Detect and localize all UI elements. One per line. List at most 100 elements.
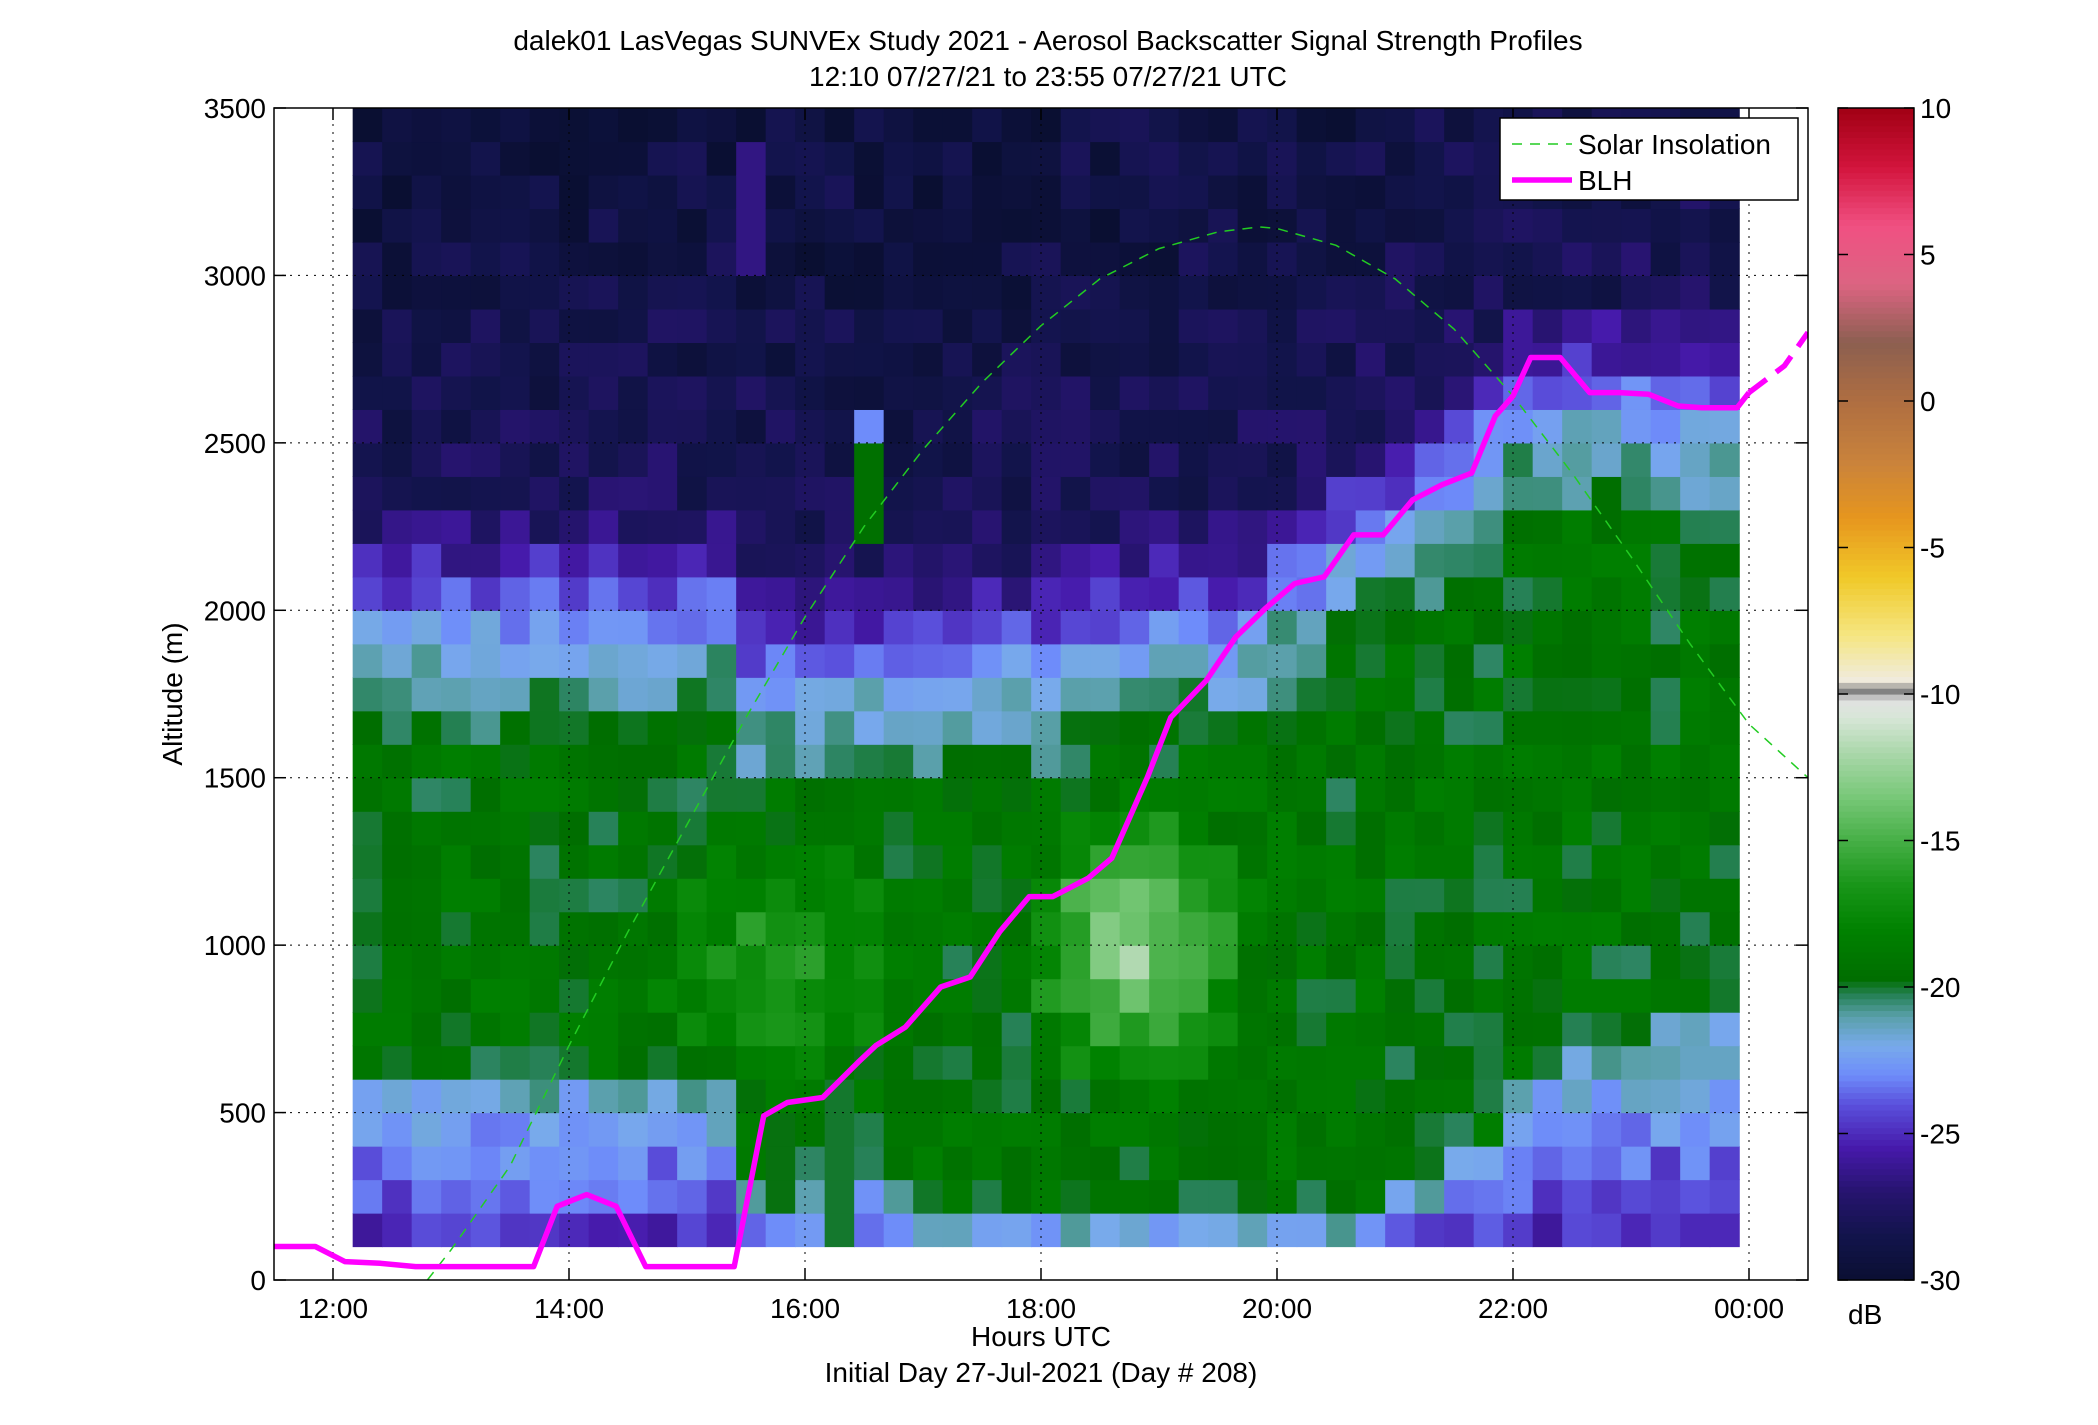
heatmap-cell (1296, 1045, 1327, 1080)
heatmap-cell (1355, 777, 1386, 812)
heatmap-cell (1473, 945, 1504, 980)
heatmap-cell (1031, 777, 1062, 812)
heatmap-cell (618, 1179, 649, 1214)
heatmap-cell (618, 241, 649, 277)
heatmap-cell (1709, 1179, 1740, 1214)
heatmap-cell (1001, 1213, 1032, 1248)
heatmap-cell (647, 275, 678, 310)
colorbar-segment (1838, 541, 1914, 549)
heatmap-cell (1650, 576, 1681, 611)
heatmap-cell (352, 208, 383, 243)
heatmap-cell (1444, 409, 1475, 444)
heatmap-cell (470, 911, 501, 946)
heatmap-cell (913, 141, 944, 176)
heatmap-cell (854, 409, 885, 444)
heatmap-cell (765, 878, 796, 913)
heatmap-cell (529, 576, 560, 611)
heatmap-cell (1326, 308, 1357, 343)
heatmap-cell (677, 476, 708, 511)
heatmap-cell (618, 777, 649, 812)
heatmap-cell (529, 141, 560, 176)
heatmap-cell (1591, 509, 1622, 544)
heatmap-cell (1414, 811, 1445, 846)
heatmap-cell (529, 777, 560, 812)
heatmap-cell (1355, 308, 1386, 343)
heatmap-cell (1001, 878, 1032, 913)
colorbar-segment (1838, 1156, 1914, 1164)
heatmap-cell (972, 911, 1003, 946)
heatmap-cell (795, 275, 826, 310)
colorbar-segment (1838, 412, 1914, 420)
heatmap-cell (1385, 1179, 1416, 1214)
heatmap-cell (1326, 945, 1357, 980)
heatmap-cell (1208, 208, 1239, 243)
heatmap-cell (1591, 1045, 1622, 1080)
heatmap-cell (854, 442, 885, 477)
heatmap-cell (411, 576, 442, 611)
heatmap-cell (588, 1112, 619, 1147)
heatmap-cell (1326, 844, 1357, 879)
heatmap-cell (470, 1213, 501, 1248)
heatmap-cell (1385, 1112, 1416, 1147)
heatmap-cell (500, 911, 531, 946)
heatmap-cell (618, 1112, 649, 1147)
heatmap-cell (765, 811, 796, 846)
heatmap-cell (1680, 978, 1711, 1013)
heatmap-cell (529, 509, 560, 544)
heatmap-cell (1090, 878, 1121, 913)
heatmap-cell (1178, 543, 1209, 578)
heatmap-cell (1326, 1012, 1357, 1047)
heatmap-cell (1680, 1213, 1711, 1248)
heatmap-cell (765, 911, 796, 946)
heatmap-cell (1031, 308, 1062, 343)
heatmap-cell (706, 1146, 737, 1181)
heatmap-cell (1178, 1045, 1209, 1080)
heatmap-cell (1001, 1079, 1032, 1114)
heatmap-cell (706, 174, 737, 210)
heatmap-cell (1296, 610, 1327, 645)
heatmap-cell (1237, 308, 1268, 343)
heatmap-cell (1385, 241, 1416, 277)
heatmap-cell (382, 141, 413, 176)
heatmap-cell (1149, 610, 1180, 645)
heatmap-cell (1326, 342, 1357, 377)
heatmap-cell (1385, 342, 1416, 377)
heatmap-cell (1119, 174, 1150, 210)
heatmap-cell (795, 108, 826, 143)
heatmap-cell (1709, 409, 1740, 444)
heatmap-cell (1001, 141, 1032, 176)
heatmap-cell (883, 576, 914, 611)
heatmap-cell (736, 777, 767, 812)
heatmap-cell (529, 878, 560, 913)
heatmap-cell (1473, 576, 1504, 611)
heatmap-cell (1532, 677, 1563, 712)
heatmap-cell (1503, 643, 1534, 678)
heatmap-cell (1296, 811, 1327, 846)
heatmap-cell (677, 710, 708, 745)
colorbar-segment (1838, 828, 1914, 836)
heatmap-cell (1060, 777, 1091, 812)
colorbar-segment (1838, 863, 1914, 871)
heatmap-cell (1296, 241, 1327, 277)
heatmap-cell (1503, 275, 1534, 310)
heatmap-cell (588, 141, 619, 176)
heatmap-cell (1267, 844, 1298, 879)
heatmap-cell (588, 911, 619, 946)
heatmap-cell (411, 509, 442, 544)
heatmap-cell (1208, 1012, 1239, 1047)
heatmap-cell (1591, 1146, 1622, 1181)
heatmap-cell (1680, 342, 1711, 377)
heatmap-cell (1473, 1012, 1504, 1047)
heatmap-cell (647, 1045, 678, 1080)
colorbar-segment (1838, 307, 1914, 314)
heatmap-cell (1385, 576, 1416, 611)
heatmap-cell (1591, 1213, 1622, 1248)
heatmap-cell (972, 375, 1003, 410)
heatmap-cell (736, 275, 767, 310)
heatmap-cell (1650, 945, 1681, 980)
heatmap-cell (972, 1045, 1003, 1080)
colorbar-segment (1838, 817, 1914, 824)
heatmap-cell (1709, 476, 1740, 511)
colorbar-segment (1838, 641, 1914, 648)
heatmap-cell (1149, 208, 1180, 243)
